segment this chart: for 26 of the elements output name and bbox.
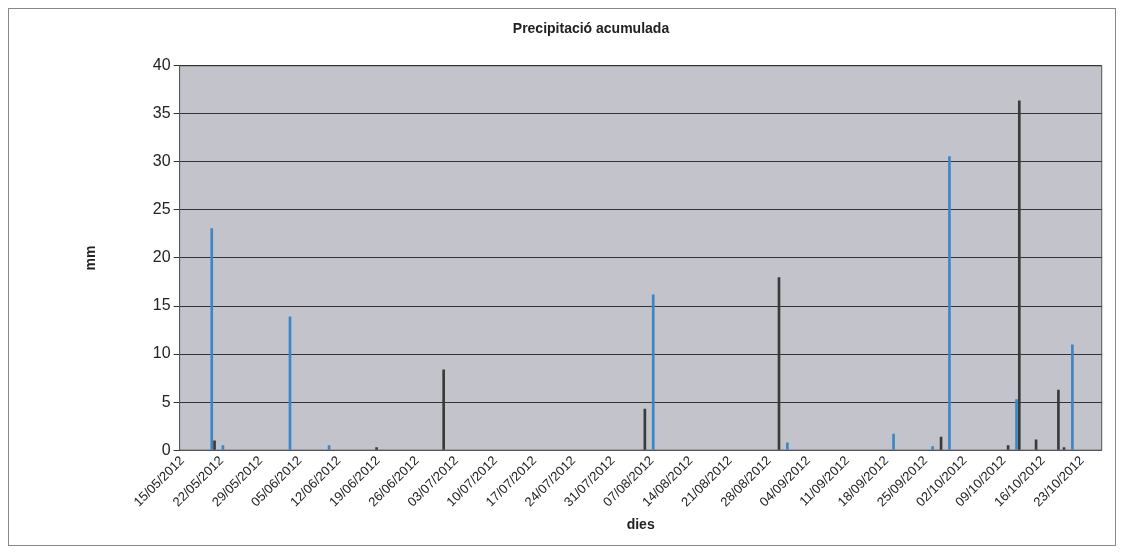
y-tick-label: 5 <box>161 392 171 410</box>
y-tick-label: 40 <box>152 56 171 74</box>
y-tick-label: 25 <box>152 200 171 218</box>
y-tick-label: 15 <box>152 296 171 314</box>
chart-title: Precipitació acumulada <box>512 20 670 37</box>
bar <box>375 447 378 450</box>
bar <box>327 445 331 450</box>
y-tick-label: 30 <box>152 152 171 170</box>
y-tick-label: 35 <box>152 104 171 122</box>
bar <box>221 445 225 450</box>
bar <box>1071 344 1074 450</box>
bar <box>931 446 934 450</box>
y-tick-label: 10 <box>152 344 171 362</box>
bar <box>948 156 951 450</box>
bar <box>1015 399 1018 450</box>
y-tick-label: 20 <box>152 248 171 266</box>
bar <box>651 294 655 450</box>
bar <box>210 228 214 450</box>
bar <box>1062 447 1066 450</box>
y-axis-title: mm <box>82 245 99 271</box>
bar <box>1006 445 1010 450</box>
y-tick-label: 0 <box>161 440 171 458</box>
bar <box>213 440 216 450</box>
x-axis-title: dies <box>626 516 655 533</box>
bar <box>786 442 789 450</box>
bar <box>892 433 895 450</box>
